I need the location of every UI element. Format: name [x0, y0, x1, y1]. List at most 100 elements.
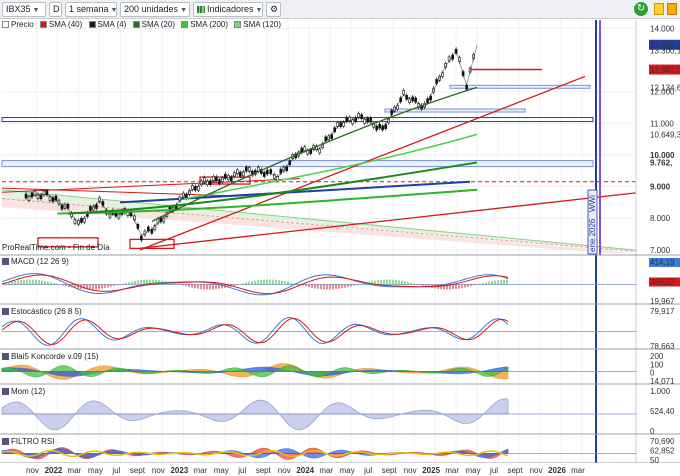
mom-panel-title[interactable]: Mom (12) [2, 387, 48, 397]
trendline-red-top [1, 187, 236, 197]
price-tick-label: 10.000 [650, 151, 675, 160]
legend-item-sma120[interactable]: SMA (120) [234, 20, 281, 30]
sma200-swatch [181, 21, 189, 28]
x-tick-label: jul [237, 466, 246, 475]
price-tick-label: 14.000 [650, 24, 675, 33]
x-tick-label: may [466, 466, 481, 475]
units-select[interactable]: 200 unidades ▼ [120, 2, 190, 17]
symbol-select[interactable]: IBX35 ▼ [2, 2, 46, 17]
x-tick-label: sept [130, 466, 146, 475]
legend-item-sma200[interactable]: SMA (200) [181, 20, 228, 30]
symbol-label: IBX35 [6, 4, 31, 14]
price-label: 10.649,3 [650, 130, 680, 139]
candle-body [140, 235, 143, 241]
candle-body [39, 194, 43, 200]
price-axis-bg [636, 20, 680, 463]
price-label: 12.134,6 [650, 83, 680, 92]
chevron-down-icon: ▼ [32, 7, 40, 14]
x-tick-label: jul [111, 466, 120, 475]
red-box-low-2 [129, 238, 175, 250]
chevron-down-icon: ▼ [110, 7, 117, 14]
candle-body [363, 118, 366, 124]
window-icon[interactable] [667, 3, 677, 15]
price-tick-label: 9.000 [650, 183, 671, 192]
panel-axis-label: 414,19 [650, 258, 675, 267]
panel-label-bg [649, 258, 680, 267]
candle-body [411, 96, 414, 102]
mode-button[interactable]: D [49, 2, 62, 17]
legend-item-sma40[interactable]: SMA (40) [39, 20, 83, 30]
price-tick-label: 8.000 [650, 214, 671, 223]
candle-body [357, 113, 360, 118]
panel-axis-label: 19,967 [650, 297, 675, 306]
price-label-bg [649, 39, 680, 50]
alert-bell-icon[interactable] [654, 3, 664, 15]
x-tick-label: nov [26, 466, 39, 475]
candle-body [369, 117, 372, 123]
candle-body [27, 195, 31, 201]
x-tick-label: 2023 [170, 466, 188, 475]
indicator-icon [2, 353, 9, 360]
price-label: 9.762, [650, 158, 672, 167]
x-tick-label: may [214, 466, 229, 475]
panel-axis-label: 100 [650, 360, 664, 369]
rsi-yellow-line [1, 449, 509, 458]
legend-item-price[interactable]: Precio [2, 20, 34, 30]
x-tick-label: 2025 [422, 466, 440, 475]
legend-label: SMA (120) [243, 20, 282, 29]
indicators-icon [197, 6, 205, 13]
indicator-icon [2, 388, 9, 395]
legend-label: SMA (20) [141, 20, 175, 29]
price-label: 12.697,5 [650, 66, 680, 75]
sma40-line [183, 133, 478, 200]
candle-body [54, 195, 58, 201]
units-label: 200 unidades [124, 4, 179, 14]
chevron-down-icon: ▼ [255, 7, 263, 14]
x-tick-label: mar [319, 466, 333, 475]
candle-body [426, 98, 429, 103]
green-channel-line [1, 189, 637, 251]
candle-body [348, 116, 351, 122]
candle-body [402, 90, 405, 95]
price-label-bg [649, 64, 680, 75]
legend-label: SMA (40) [48, 20, 83, 29]
support-zone [1, 160, 594, 168]
settings-button[interactable]: ⚙ [266, 2, 281, 17]
trendline-blue [119, 180, 471, 204]
x-tick-label: jul [363, 466, 372, 475]
x-tick-label: 2024 [296, 466, 314, 475]
chevron-down-icon: ▼ [180, 7, 187, 14]
candle-body [98, 197, 101, 202]
candle-body [408, 98, 411, 103]
sma200-line [57, 188, 478, 215]
stoch-panel-title[interactable]: Estocástico (26 8 5) [2, 307, 84, 317]
period-select[interactable]: 1 semana ▼ [65, 2, 117, 17]
panel-axis-label: 0 [650, 369, 655, 378]
refresh-icon[interactable]: ↻ [634, 2, 648, 16]
legend-item-sma4[interactable]: SMA (4) [88, 20, 126, 30]
sma20-line [151, 86, 478, 222]
indicators-button[interactable]: Indicadores ▼ [193, 2, 263, 17]
candle-body [351, 119, 354, 125]
x-tick-label: mar [193, 466, 207, 475]
candle-body [230, 176, 233, 182]
candle-body [33, 190, 37, 196]
rsi-panel-title[interactable]: FILTRO RSI [2, 437, 57, 447]
legend-item-sma20[interactable]: SMA (20) [132, 20, 175, 30]
legend-label: Precio [11, 20, 34, 29]
rsi-title: FILTRO RSI [11, 437, 55, 446]
x-tick-label: mar [68, 466, 82, 475]
macd-title: MACD (12 26 9) [11, 257, 69, 266]
red-channel-line [1, 198, 637, 252]
x-tick-label: 2026 [548, 466, 566, 475]
price-tick-label: 7.000 [650, 246, 671, 255]
candle-body [66, 203, 70, 209]
koncorde-panel-title[interactable]: Blai5 Koncorde v.09 (15) [2, 352, 101, 362]
candle-body [212, 176, 215, 181]
candle-body [203, 177, 206, 182]
mom-area [1, 398, 509, 431]
macd-panel-title[interactable]: MACD (12 26 9) [2, 257, 71, 267]
resistance-zone [449, 84, 591, 89]
